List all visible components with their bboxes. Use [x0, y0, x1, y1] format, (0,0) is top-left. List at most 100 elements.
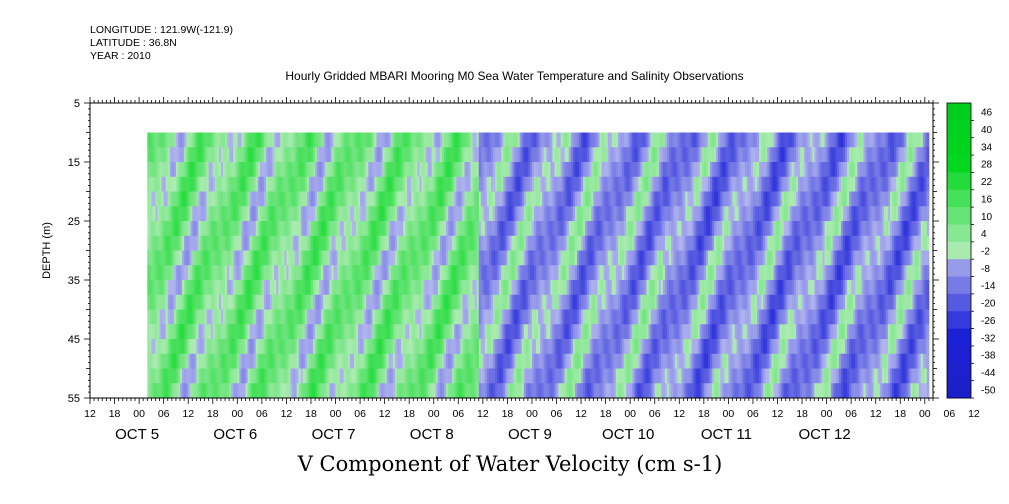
heatmap-cell [583, 353, 586, 369]
heatmap-cell [548, 235, 551, 251]
heatmap-cell [626, 162, 629, 178]
heatmap-cell [175, 280, 179, 296]
heatmap-cell [484, 206, 488, 222]
heatmap-cell [300, 353, 304, 369]
heatmap-cell [186, 132, 189, 148]
heatmap-cell [364, 191, 367, 207]
heatmap-cell [570, 221, 574, 237]
heatmap-cell [263, 383, 267, 399]
heatmap-cell [241, 280, 244, 296]
heatmap-cell [638, 309, 641, 325]
heatmap-cell [159, 324, 163, 340]
heatmap-cell [462, 309, 465, 325]
heatmap-cell [216, 383, 220, 399]
heatmap-cell [243, 265, 246, 281]
heatmap-cell [548, 191, 551, 207]
heatmap-cell [374, 162, 377, 178]
heatmap-cell [216, 191, 220, 207]
heatmap-cell [321, 191, 324, 207]
heatmap-cell [705, 280, 709, 296]
heatmap-cell [149, 206, 152, 222]
heatmap-cell [486, 147, 490, 163]
heatmap-cell [491, 162, 494, 178]
heatmap-cell [429, 176, 433, 192]
heatmap-cell [709, 250, 713, 266]
heatmap-cell [662, 324, 666, 340]
heatmap-cell [155, 324, 158, 340]
heatmap-cell [685, 250, 688, 266]
heatmap-cell [261, 353, 265, 369]
heatmap-cell [491, 235, 494, 251]
heatmap-cell [202, 383, 205, 399]
heatmap-cell [497, 235, 500, 251]
heatmap-cell [607, 162, 611, 178]
heatmap-cell [390, 235, 394, 251]
heatmap-cell [452, 235, 455, 251]
heatmap-cell [380, 265, 383, 281]
heatmap-cell [173, 221, 177, 237]
heatmap-cell [599, 162, 602, 178]
heatmap-cell [536, 147, 539, 163]
heatmap-cell [247, 265, 250, 281]
heatmap-cell [171, 368, 175, 384]
heatmap-cell [419, 309, 422, 325]
heatmap-cell [669, 206, 672, 222]
heatmap-cell [343, 250, 347, 266]
heatmap-cell [384, 250, 388, 266]
heatmap-cell [448, 162, 451, 178]
heatmap-cell [691, 309, 695, 325]
heatmap-cell [325, 294, 328, 310]
heatmap-cell [315, 235, 318, 251]
heatmap-cell [603, 324, 607, 340]
heatmap-cell [235, 176, 238, 192]
heatmap-cell [441, 250, 445, 266]
heatmap-cell [664, 176, 668, 192]
heatmap-cell [167, 309, 171, 325]
heatmap-cell [218, 206, 222, 222]
heatmap-cell [507, 176, 510, 192]
heatmap-cell [630, 309, 633, 325]
heatmap-cell [701, 383, 705, 399]
heatmap-cell [259, 147, 263, 163]
heatmap-cell [227, 324, 230, 340]
heatmap-cell [466, 221, 469, 237]
heatmap-cell [519, 221, 523, 237]
longitude-text: LONGITUDE : 121.9W(-121.9) [90, 24, 233, 36]
heatmap-cell [315, 250, 318, 266]
heatmap-cell [707, 339, 711, 355]
heatmap-cell [587, 324, 590, 340]
heatmap-cell [225, 162, 228, 178]
heatmap-cell [470, 339, 474, 355]
heatmap-cell [214, 132, 218, 148]
heatmap-cell [574, 294, 578, 310]
heatmap-cell [276, 162, 279, 178]
heatmap-cell [337, 176, 341, 192]
heatmap-cell [370, 339, 373, 355]
heatmap-cell [206, 206, 210, 222]
heatmap-cell [177, 132, 181, 148]
heatmap-cell [171, 324, 175, 340]
heatmap-cell [386, 265, 390, 281]
heatmap-cell [542, 280, 545, 296]
heatmap-cell [147, 294, 150, 310]
heatmap-cell [546, 176, 549, 192]
heatmap-cell [159, 206, 163, 222]
heatmap-cell [368, 309, 371, 325]
heatmap-cell [693, 280, 697, 296]
heatmap-cell [433, 280, 437, 296]
heatmap-cell [536, 383, 539, 399]
heatmap-cell [435, 368, 439, 384]
heatmap-cell [443, 191, 447, 207]
heatmap-cell [339, 353, 343, 369]
heatmap-cell [462, 235, 465, 251]
heatmap-cell [640, 324, 643, 340]
heatmap-cell [480, 250, 484, 266]
heatmap-cell [229, 132, 232, 148]
heatmap-cell [579, 235, 582, 251]
heatmap-cell [286, 280, 289, 296]
heatmap-cell [568, 383, 572, 399]
heatmap-cell [593, 339, 596, 355]
heatmap-cell [212, 280, 216, 296]
heatmap-cell [204, 265, 208, 281]
